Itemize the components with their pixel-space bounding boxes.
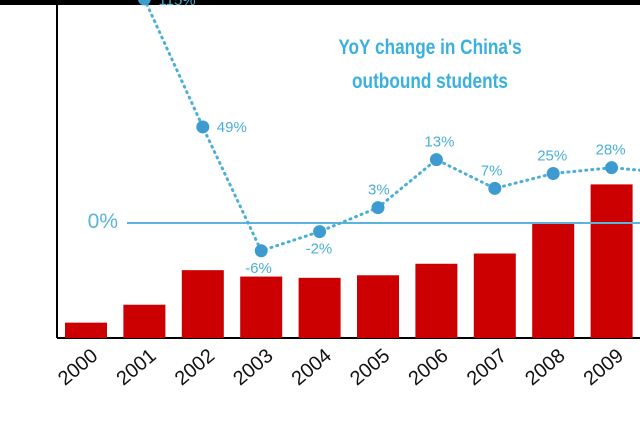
bar	[123, 304, 166, 338]
data-label: 28%	[596, 142, 626, 159]
x-tick-label: 2005	[346, 345, 394, 390]
top-border	[0, 0, 640, 5]
line-path	[143, 0, 640, 253]
chart-title-line-2: outbound students	[352, 70, 508, 93]
x-tick-label: 2002	[171, 345, 219, 390]
data-label: 49%	[217, 119, 247, 136]
bar-series	[65, 184, 633, 338]
bar	[357, 275, 399, 338]
data-label: 25%	[537, 148, 567, 165]
x-tick-label: 2000	[54, 345, 102, 390]
line-point	[605, 161, 619, 175]
line-point	[313, 225, 327, 239]
x-tick-label: 2003	[229, 345, 277, 390]
x-tick-label: 2008	[521, 345, 569, 390]
x-tick-label: 2004	[288, 345, 336, 390]
line-point	[429, 153, 443, 167]
line-point	[488, 181, 502, 195]
x-tick-label: 2007	[463, 345, 511, 390]
data-label: -6%	[245, 260, 272, 277]
x-tick-label: 2009	[580, 345, 628, 390]
data-label: -2%	[306, 241, 333, 258]
bar	[181, 270, 224, 338]
chart-title-line-1: YoY change in China's	[338, 36, 522, 59]
bar	[532, 222, 575, 338]
line-point	[137, 0, 151, 6]
data-label: 13%	[424, 134, 454, 151]
line-point	[546, 167, 560, 180]
line-point	[196, 120, 210, 134]
x-tick-label: 2001	[112, 345, 160, 390]
data-label: 115%	[158, 0, 195, 9]
bar	[590, 184, 633, 338]
data-label: 3%	[368, 182, 390, 199]
bar	[473, 253, 516, 338]
x-tick-labels: 2000 2001 2002 2003 2004 2005 2006 2007 2008 2009	[54, 345, 628, 390]
bar	[415, 263, 458, 338]
line-point	[254, 244, 268, 258]
line-series: 115% 49% -6% -2% 3% 13% 7% 25% 28%	[137, 0, 640, 277]
bar	[298, 277, 341, 338]
data-label: 7%	[481, 162, 503, 179]
x-tick-label: 2006	[404, 345, 452, 390]
bar	[240, 276, 283, 338]
line-point	[371, 201, 385, 215]
bar	[65, 322, 107, 338]
zero-label: 0%	[88, 210, 118, 233]
